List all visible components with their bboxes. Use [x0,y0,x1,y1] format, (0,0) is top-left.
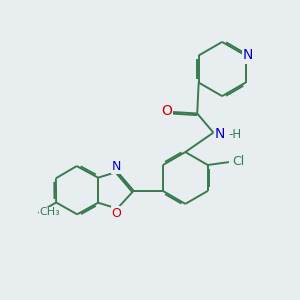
Text: -H: -H [228,128,241,142]
Text: N: N [112,160,122,173]
Text: CH₃: CH₃ [40,207,61,218]
Text: O: O [112,207,122,220]
Text: Cl: Cl [232,155,244,168]
Text: N: N [243,49,253,62]
Text: N: N [215,127,225,141]
Text: O: O [161,104,172,118]
